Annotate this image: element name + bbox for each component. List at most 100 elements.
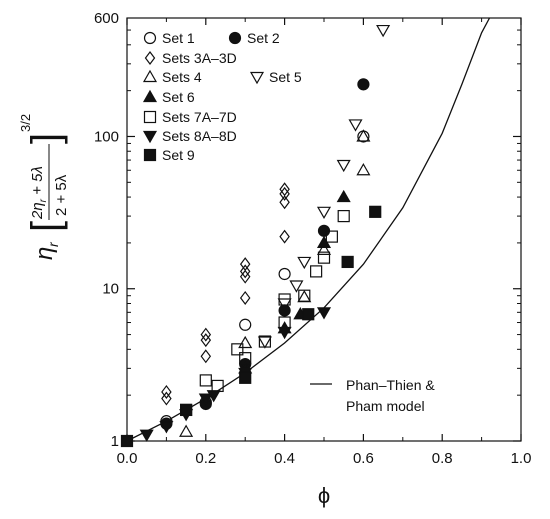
data-point: [211, 379, 224, 393]
data-point: [231, 343, 244, 356]
legend-marker: [142, 89, 158, 103]
data-point: [239, 264, 251, 279]
data-point: [369, 205, 382, 218]
y-tick-label: 10: [102, 281, 119, 298]
legend-marker: [142, 130, 158, 144]
x-tick-label: 0.6: [353, 450, 374, 467]
y-axis-label: η r [ 2ηr + 5λ 2 + 5λ ] 3/2: [18, 114, 70, 260]
legend-label: Sets 3A–3D: [162, 50, 237, 66]
data-point: [317, 251, 331, 264]
series-sets-3a-3d: [161, 182, 290, 406]
data-point: [316, 307, 332, 320]
legend-label: Set 2: [247, 30, 280, 46]
series-set-6: [238, 189, 351, 374]
data-point: [279, 229, 290, 244]
series-set-5: [257, 24, 391, 349]
legend-marker: [142, 69, 158, 83]
x-tick-label: 1.0: [511, 450, 532, 467]
legend-entry-sets-7a-7d: Sets 7A–7D: [143, 109, 237, 125]
data-point: [159, 421, 174, 434]
data-point: [357, 78, 370, 91]
legend-marker: [249, 71, 265, 85]
x-tick-label: 0.4: [274, 450, 295, 467]
data-point: [277, 326, 292, 340]
data-point: [297, 256, 312, 270]
y-label-numerator: 2ηr + 5λ: [29, 166, 49, 220]
data-point: [257, 336, 272, 349]
data-point: [302, 308, 315, 321]
data-point: [161, 384, 172, 399]
data-point: [161, 391, 172, 406]
data-point: [239, 352, 252, 365]
legend-entry-set-5: Set 5: [249, 69, 302, 85]
model-legend-label: Phan–Thien &: [346, 377, 435, 393]
data-point: [336, 159, 351, 173]
data-point: [316, 206, 332, 220]
legend-label: Sets 8A–8D: [162, 128, 237, 144]
y-tick-label: 1: [111, 433, 119, 450]
y-label-eta: η: [31, 247, 58, 260]
legend-marker: [143, 31, 157, 45]
data-point: [180, 403, 193, 417]
data-point: [239, 318, 252, 331]
data-point: [206, 390, 221, 403]
x-tick-label: 0.8: [432, 450, 453, 467]
data-point: [200, 349, 212, 364]
x-tick-label: 0.2: [195, 450, 216, 467]
legend-entry-sets-4: Sets 4: [142, 69, 202, 85]
data-point: [258, 335, 271, 348]
data-point: [297, 289, 312, 303]
legend-marker: [143, 110, 157, 124]
data-point: [198, 393, 213, 406]
y-tick-label: 600: [94, 10, 119, 27]
legend-entry-set-2: Set 2: [228, 30, 280, 46]
legend: Set 1 Set 2 Sets 3A–3D Sets 4 Set 5 Set 6 Sets…: [142, 30, 302, 163]
data-point: [278, 293, 291, 306]
x-tick-label: 0.0: [117, 450, 138, 467]
data-point: [337, 209, 350, 223]
data-point: [238, 335, 253, 349]
data-point: [279, 182, 290, 197]
y-label-eta-sub: r: [45, 241, 61, 247]
data-point: [200, 333, 212, 348]
series-set-9: [120, 205, 382, 448]
legend-entry-sets-3a-3d: Sets 3A–3D: [144, 50, 237, 66]
legend-label: Sets 7A–7D: [162, 109, 237, 125]
data-point: [199, 374, 212, 387]
legend-entry-set-9: Set 9: [143, 147, 195, 163]
data-point: [310, 265, 323, 278]
data-point: [316, 242, 332, 255]
legend-entry-set-6: Set 6: [142, 89, 195, 105]
data-point: [356, 163, 371, 176]
data-point: [277, 298, 292, 311]
legend-entry-set-1: Set 1: [143, 30, 195, 46]
legend-marker: [228, 31, 242, 45]
legend-label: Set 1: [162, 30, 195, 46]
model-legend-label: Pham model: [346, 398, 425, 414]
legend-label: Set 9: [162, 147, 195, 163]
data-point: [120, 434, 134, 448]
data-point: [139, 429, 154, 442]
axis-ticks: [126, 17, 522, 442]
y-label-exponent: 3/2: [18, 114, 33, 132]
data-point: [298, 289, 311, 302]
data-point: [336, 189, 351, 203]
series-set-1: [160, 130, 370, 428]
y-tick-label: 100: [94, 128, 119, 145]
y-label-denominator: 2 + 5λ: [53, 174, 70, 216]
model-curve: [126, 17, 491, 442]
data-point: [289, 280, 304, 293]
data-point: [341, 255, 354, 269]
tick-labels: 0.0 0.2 0.4 0.6 0.8 1.0 1 10 100 600: [94, 10, 531, 467]
x-axis-label: ϕ: [318, 483, 330, 508]
legend-label: Set 6: [162, 89, 195, 105]
data-point: [239, 371, 252, 384]
y-label-bracket-left: [: [24, 221, 68, 232]
model-legend: Phan–Thien & Pham model: [310, 377, 435, 414]
data-point: [239, 290, 251, 305]
data-point: [279, 195, 290, 210]
data-point: [376, 24, 391, 38]
legend-marker: [143, 148, 157, 162]
legend-label: Set 5: [269, 69, 302, 85]
